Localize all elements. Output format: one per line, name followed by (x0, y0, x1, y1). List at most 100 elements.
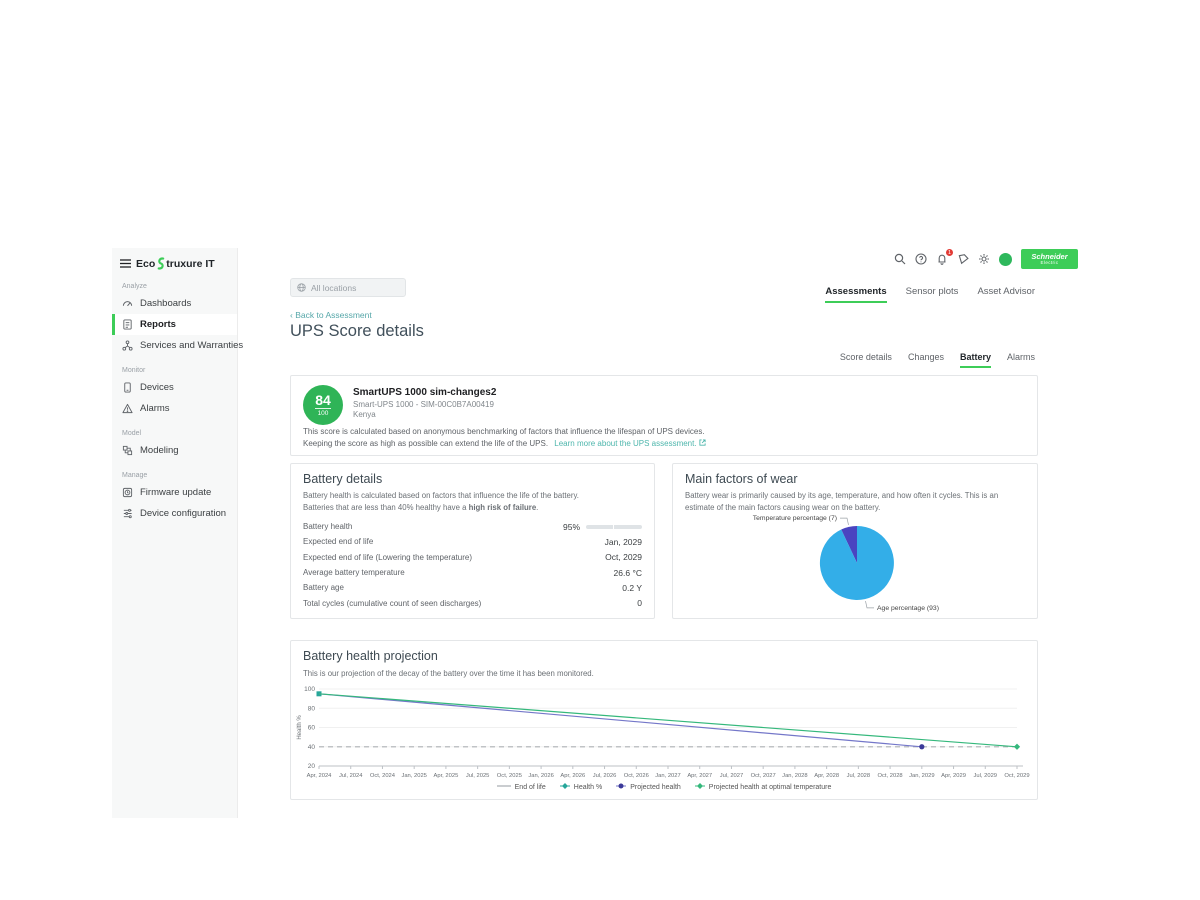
battery-details-title: Battery details (303, 472, 383, 486)
services-icon (122, 340, 133, 351)
svg-text:Oct, 2026: Oct, 2026 (624, 773, 649, 779)
sidebar-item-devices[interactable]: Devices (112, 377, 237, 398)
sidebar-nav: Analyze Dashboards Reports Services and War… (112, 272, 243, 524)
row-value: 0.2 Y (622, 582, 642, 593)
svg-text:Apr, 2025: Apr, 2025 (433, 773, 458, 779)
svg-text:Apr, 2028: Apr, 2028 (814, 773, 839, 779)
row-label: Battery health (303, 522, 353, 532)
tab-sensor-plots[interactable]: Sensor plots (905, 286, 959, 297)
battery-detail-row: Battery health 95% (303, 519, 642, 534)
subtab-score-details[interactable]: Score details (839, 352, 892, 362)
legend-label: Projected health (630, 783, 681, 791)
svg-text:80: 80 (308, 705, 316, 712)
sidebar-item-alarms[interactable]: Alarms (112, 398, 237, 419)
legend-label: Health % (573, 783, 603, 791)
svg-text:Temperature percentage (7): Temperature percentage (7) (753, 515, 837, 522)
svg-text:Jan, 2027: Jan, 2027 (655, 773, 680, 779)
legend-item-projected-health[interactable]: Projected health (616, 782, 681, 792)
ecostruxure-app-window: Eco truxure IT Analyze Dashboards Reports S… (112, 248, 1080, 818)
firmware-icon (122, 487, 133, 498)
header-icon-bar: 1 Schneider Electric (894, 249, 1078, 269)
reports-icon (122, 319, 133, 330)
battery-details-card: Battery details Battery health is calcul… (290, 463, 655, 619)
battery-details-description: Battery health is calculated based on fa… (303, 491, 579, 512)
back-link[interactable]: ‹ Back to Assessment (290, 310, 372, 320)
globe-icon (297, 283, 306, 292)
svg-text:20: 20 (308, 763, 316, 770)
battery-detail-row: Battery age 0.2 Y (303, 580, 642, 595)
svg-text:Jul, 2027: Jul, 2027 (720, 773, 744, 779)
legend-item-end-of-life[interactable]: End of life (496, 782, 546, 792)
sub-tab-bar: Score details Changes Battery Alarms (840, 352, 1035, 368)
wear-card-title: Main factors of wear (685, 472, 798, 486)
svg-text:Apr, 2026: Apr, 2026 (560, 773, 585, 779)
svg-text:Jul, 2028: Jul, 2028 (847, 773, 871, 779)
health-projection-card: Battery health projection This is our pr… (290, 640, 1038, 800)
svg-text:Age percentage (93): Age percentage (93) (877, 605, 939, 612)
menu-icon[interactable] (120, 259, 131, 268)
projection-title: Battery health projection (303, 649, 438, 663)
score-max: 100 (317, 409, 329, 417)
sidebar-item-reports[interactable]: Reports (112, 314, 237, 335)
sidebar-item-label: Modeling (140, 445, 179, 456)
subtab-alarms[interactable]: Alarms (1006, 352, 1035, 362)
device-location: Kenya (353, 410, 376, 419)
battery-detail-row: Expected end of life Jan, 2029 (303, 534, 642, 549)
help-icon[interactable] (915, 253, 927, 265)
notifications-bell-icon[interactable]: 1 (936, 249, 953, 265)
sidebar-item-label: Reports (140, 319, 176, 330)
legend-swatch (694, 782, 705, 792)
sidebar-item-label: Firmware update (140, 487, 212, 498)
legend-swatch (616, 782, 627, 792)
alarms-icon (122, 403, 133, 414)
score-divider (315, 408, 331, 410)
sidebar-item-device-configuration[interactable]: Device configuration (112, 503, 237, 524)
svg-text:Health %: Health % (297, 715, 303, 740)
location-filter-label: All locations (311, 282, 357, 293)
wear-factors-card: Main factors of wear Battery wear is pri… (672, 463, 1038, 619)
svg-text:Jul, 2026: Jul, 2026 (593, 773, 617, 779)
sidebar-section-manage: Manage (122, 472, 148, 479)
svg-text:60: 60 (308, 725, 316, 732)
legend-item-projected-health-at-optimal-temperature[interactable]: Projected health at optimal temperature (694, 782, 832, 792)
schneider-electric-logo: Schneider Electric (1021, 249, 1078, 269)
legend-item-health[interactable]: Health % (559, 782, 603, 792)
page-title: UPS Score details (290, 322, 424, 340)
subtab-battery[interactable]: Battery (959, 352, 991, 368)
user-avatar[interactable] (999, 252, 1012, 266)
subtab-changes[interactable]: Changes (907, 352, 944, 362)
tab-assessments[interactable]: Assessments (825, 286, 887, 303)
sidebar-item-label: Device configuration (140, 508, 227, 519)
location-filter-chip[interactable]: All locations (290, 278, 406, 297)
tab-asset-advisor[interactable]: Asset Advisor (977, 286, 1035, 297)
battery-health-bar (586, 524, 642, 529)
row-value: 95% (563, 522, 642, 532)
main-area: 1 Schneider Electric All locations (238, 248, 1080, 818)
sidebar-item-dashboards[interactable]: Dashboards (112, 293, 237, 314)
sidebar-item-services-and-warranties[interactable]: Services and Warranties (112, 335, 243, 356)
svg-text:Apr, 2029: Apr, 2029 (941, 773, 966, 779)
feedback-tag-icon[interactable] (957, 253, 969, 265)
learn-more-link[interactable]: Learn more about the UPS assessment. (554, 439, 706, 448)
health-projection-chart: 20 40 60 80 100 Apr, 2024 Jul, 2024 Oct, 2024 Ja… (297, 686, 1030, 779)
svg-text:Jul, 2025: Jul, 2025 (466, 773, 490, 779)
row-label: Expected end of life (303, 537, 374, 547)
settings-gear-icon[interactable] (978, 253, 990, 265)
legend-label: Projected health at optimal temperature (708, 783, 832, 791)
legend-swatch (496, 783, 511, 791)
svg-text:Oct, 2024: Oct, 2024 (370, 773, 396, 779)
score-description-line1: This score is calculated based on anonym… (303, 427, 705, 436)
svg-text:Jan, 2026: Jan, 2026 (528, 773, 553, 779)
sidebar-section-monitor: Monitor (122, 367, 146, 374)
row-label: Average battery temperature (303, 568, 405, 578)
svg-text:40: 40 (308, 744, 316, 751)
row-label: Expected end of life (Lowering the tempe… (303, 552, 472, 562)
sidebar-item-firmware-update[interactable]: Firmware update (112, 482, 237, 503)
battery-detail-row: Average battery temperature 26.6 °C (303, 565, 642, 580)
wear-pie-chart: Temperature percentage (7) Age percentage… (753, 515, 939, 612)
sidebar-item-modeling[interactable]: Modeling (112, 440, 237, 461)
projection-description: This is our projection of the decay of t… (303, 669, 594, 678)
battery-detail-row: Total cycles (cumulative count of seen d… (303, 595, 642, 610)
search-icon[interactable] (894, 253, 906, 265)
